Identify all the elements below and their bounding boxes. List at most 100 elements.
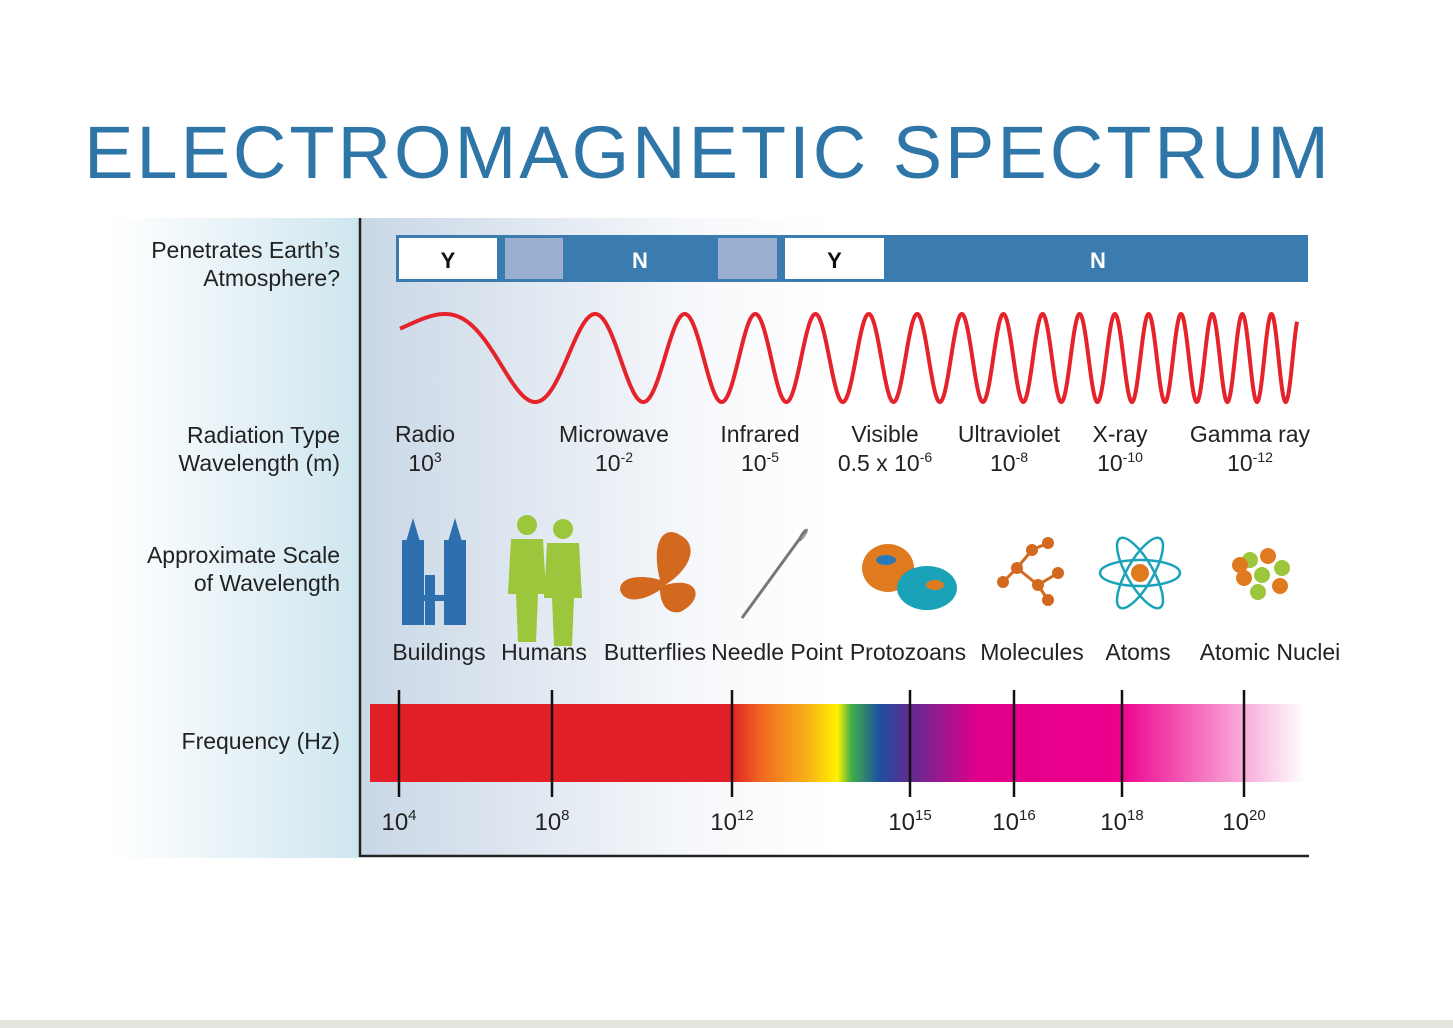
atom-orbit (1115, 536, 1165, 610)
frequency-exp: 16 (1019, 807, 1036, 824)
frequency-base: 10 (710, 809, 737, 836)
molecule-atom (1052, 567, 1064, 579)
wavelength-base: 10 (1227, 450, 1253, 476)
row-label: Penetrates Earth’s (151, 237, 340, 263)
radiation-name: Ultraviolet (958, 421, 1061, 447)
frequency-label: 1015 (888, 807, 931, 836)
protozoan-icon (897, 566, 957, 610)
human-icon (544, 543, 582, 646)
wavelength-exp: 3 (434, 449, 442, 465)
building-icon (447, 518, 463, 545)
wavelength-base: 10 (1097, 450, 1123, 476)
wavelength: 0.5 x 10-6 (838, 449, 933, 476)
scale-label: Humans (501, 639, 587, 665)
atom-orbit (1115, 536, 1165, 610)
bottom-strip (0, 1020, 1453, 1028)
row-label: Wavelength (m) (179, 450, 340, 476)
atmosphere-answer: Y (441, 248, 456, 273)
frequency-exp: 12 (737, 807, 754, 824)
radiation-name: Gamma ray (1190, 421, 1311, 447)
wavelength-exp: -5 (767, 449, 780, 465)
wavelength: 10-12 (1227, 449, 1273, 476)
wavelength-exp: -6 (920, 449, 933, 465)
scale-label: Needle Point (711, 639, 843, 665)
nucleon (1254, 567, 1270, 583)
window-box (718, 238, 777, 279)
wavelength-base: 10 (408, 450, 434, 476)
radiation-name: X-ray (1093, 421, 1148, 447)
frequency-label: 1012 (710, 807, 753, 836)
radiation-name: Visible (851, 421, 918, 447)
molecule-atom (1042, 594, 1054, 606)
radiation-name: Microwave (559, 421, 669, 447)
wavelength-exp: -12 (1253, 449, 1273, 465)
human-icon (553, 519, 573, 539)
frequency-exp: 15 (915, 807, 932, 824)
nucleon (1232, 557, 1248, 573)
wave (399, 311, 1299, 405)
window-box (785, 238, 884, 279)
atmosphere-answer: N (1090, 248, 1106, 273)
frequency-label: 1016 (992, 807, 1035, 836)
wavelength: 10-10 (1097, 449, 1143, 476)
nucleon (1250, 584, 1266, 600)
scale-label: Atomic Nuclei (1200, 639, 1341, 665)
radiation-name: Radio (395, 421, 455, 447)
frequency-label: 104 (381, 807, 416, 836)
window-box (505, 238, 563, 279)
protozoan-icon (926, 580, 944, 590)
frequency-exp: 8 (561, 807, 569, 824)
wavelength-base: 10 (990, 450, 1016, 476)
frequency-exp: 20 (1249, 807, 1266, 824)
molecule-atom (1042, 537, 1054, 549)
frequency-base: 10 (381, 809, 408, 836)
wavelength-base: 10 (741, 450, 767, 476)
frequency-base: 10 (1222, 809, 1249, 836)
nucleon (1274, 560, 1290, 576)
building-icon (444, 540, 466, 625)
molecule-atom (1026, 544, 1038, 556)
molecule-atom (997, 576, 1009, 588)
row-label: of Wavelength (194, 570, 340, 596)
human-icon (508, 539, 546, 642)
frequency-label: 1020 (1222, 807, 1265, 836)
molecule-atom (1011, 562, 1023, 574)
frequency-bar (370, 704, 1305, 782)
scale-label: Molecules (980, 639, 1084, 665)
window-box (399, 238, 497, 279)
row-label: Approximate Scale (147, 542, 340, 568)
atom-core (1131, 564, 1149, 582)
human-icon (517, 515, 537, 535)
atmosphere-answer: Y (827, 248, 842, 273)
wavelength: 103 (408, 449, 442, 476)
wavelength-exp: -10 (1123, 449, 1143, 465)
title: ELECTROMAGNETIC SPECTRUM (84, 111, 1332, 194)
row-label: Radiation Type (187, 422, 340, 448)
frequency-base: 10 (888, 809, 915, 836)
label-panel (110, 218, 360, 858)
wavelength-base: 10 (595, 450, 621, 476)
building-icon (420, 595, 450, 601)
scale-label: Protozoans (850, 639, 966, 665)
protozoan-icon (876, 555, 896, 565)
nucleon (1236, 570, 1252, 586)
scale-label: Atoms (1105, 639, 1170, 665)
wavelength-base: 0.5 x 10 (838, 450, 920, 476)
wavelength: 10-2 (595, 449, 633, 476)
atmosphere-answer: N (632, 248, 648, 273)
frequency-base: 10 (992, 809, 1019, 836)
wavelength-exp: -8 (1016, 449, 1029, 465)
butterfly-icon (620, 532, 696, 613)
building-icon (405, 518, 421, 545)
building-icon (402, 540, 424, 625)
scale-label: Buildings (392, 639, 485, 665)
wavelength: 10-8 (990, 449, 1028, 476)
row-label: Atmosphere? (203, 265, 340, 291)
radiation-name: Infrared (720, 421, 799, 447)
frequency-label: 1018 (1100, 807, 1143, 836)
nucleon (1260, 548, 1276, 564)
row-label: Frequency (Hz) (182, 728, 340, 754)
